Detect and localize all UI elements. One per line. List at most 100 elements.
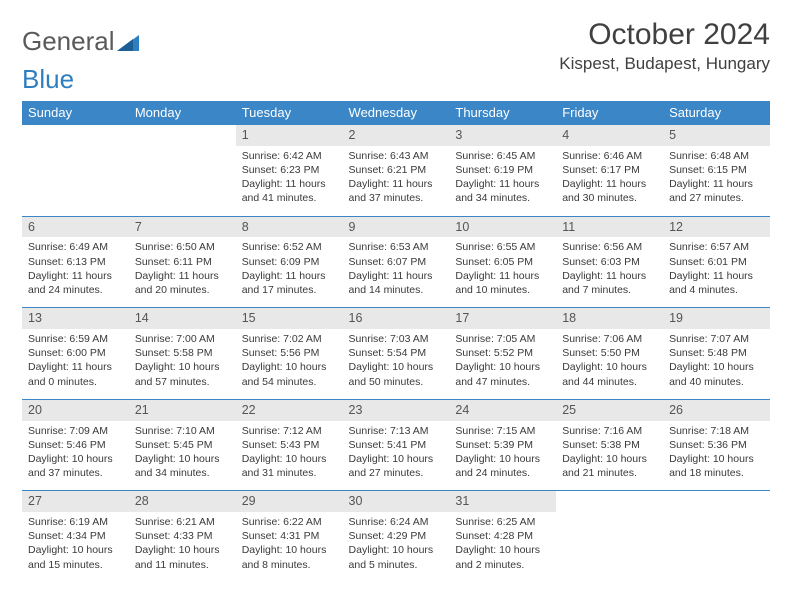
day-body: Sunrise: 7:16 AMSunset: 5:38 PMDaylight:… <box>556 421 663 491</box>
day-body: Sunrise: 6:25 AMSunset: 4:28 PMDaylight:… <box>449 512 556 582</box>
daylight-text: Daylight: 10 hours and 21 minutes. <box>562 452 657 480</box>
sunset-text: Sunset: 6:03 PM <box>562 255 657 269</box>
day-body: Sunrise: 6:52 AMSunset: 6:09 PMDaylight:… <box>236 237 343 307</box>
day-number: 12 <box>663 217 770 238</box>
calendar-day-cell: 27Sunrise: 6:19 AMSunset: 4:34 PMDayligh… <box>22 491 129 582</box>
day-body <box>663 511 770 573</box>
daylight-text: Daylight: 10 hours and 15 minutes. <box>28 543 123 571</box>
daylight-text: Daylight: 11 hours and 27 minutes. <box>669 177 764 205</box>
sunset-text: Sunset: 5:48 PM <box>669 346 764 360</box>
calendar-day-cell: 22Sunrise: 7:12 AMSunset: 5:43 PMDayligh… <box>236 399 343 491</box>
day-body: Sunrise: 6:22 AMSunset: 4:31 PMDaylight:… <box>236 512 343 582</box>
sunset-text: Sunset: 5:50 PM <box>562 346 657 360</box>
day-body: Sunrise: 7:12 AMSunset: 5:43 PMDaylight:… <box>236 421 343 491</box>
day-body: Sunrise: 6:48 AMSunset: 6:15 PMDaylight:… <box>663 146 770 216</box>
calendar-day-cell: 15Sunrise: 7:02 AMSunset: 5:56 PMDayligh… <box>236 308 343 400</box>
sunset-text: Sunset: 6:05 PM <box>455 255 550 269</box>
sunset-text: Sunset: 6:09 PM <box>242 255 337 269</box>
daylight-text: Daylight: 10 hours and 8 minutes. <box>242 543 337 571</box>
calendar-table: Sunday Monday Tuesday Wednesday Thursday… <box>22 101 770 582</box>
calendar-day-cell <box>129 125 236 217</box>
sunrise-text: Sunrise: 6:59 AM <box>28 332 123 346</box>
calendar-day-cell: 1Sunrise: 6:42 AMSunset: 6:23 PMDaylight… <box>236 125 343 217</box>
day-number <box>556 491 663 511</box>
weekday-header: Monday <box>129 101 236 125</box>
day-number: 22 <box>236 400 343 421</box>
weekday-header: Sunday <box>22 101 129 125</box>
calendar-day-cell: 20Sunrise: 7:09 AMSunset: 5:46 PMDayligh… <box>22 399 129 491</box>
daylight-text: Daylight: 11 hours and 17 minutes. <box>242 269 337 297</box>
sunset-text: Sunset: 4:29 PM <box>349 529 444 543</box>
calendar-day-cell: 7Sunrise: 6:50 AMSunset: 6:11 PMDaylight… <box>129 216 236 308</box>
daylight-text: Daylight: 10 hours and 40 minutes. <box>669 360 764 388</box>
sunset-text: Sunset: 6:15 PM <box>669 163 764 177</box>
daylight-text: Daylight: 10 hours and 37 minutes. <box>28 452 123 480</box>
sunrise-text: Sunrise: 7:05 AM <box>455 332 550 346</box>
sunrise-text: Sunrise: 7:07 AM <box>669 332 764 346</box>
sunrise-text: Sunrise: 7:13 AM <box>349 424 444 438</box>
sunset-text: Sunset: 5:38 PM <box>562 438 657 452</box>
day-body <box>22 145 129 207</box>
sunrise-text: Sunrise: 6:45 AM <box>455 149 550 163</box>
sunrise-text: Sunrise: 6:24 AM <box>349 515 444 529</box>
day-number: 31 <box>449 491 556 512</box>
brand-logo: General <box>22 18 139 57</box>
sunset-text: Sunset: 6:07 PM <box>349 255 444 269</box>
day-number: 14 <box>129 308 236 329</box>
calendar-day-cell <box>556 491 663 582</box>
day-number: 13 <box>22 308 129 329</box>
sunrise-text: Sunrise: 7:02 AM <box>242 332 337 346</box>
sunrise-text: Sunrise: 7:09 AM <box>28 424 123 438</box>
day-body: Sunrise: 7:02 AMSunset: 5:56 PMDaylight:… <box>236 329 343 399</box>
sunset-text: Sunset: 5:46 PM <box>28 438 123 452</box>
sunrise-text: Sunrise: 7:15 AM <box>455 424 550 438</box>
day-body: Sunrise: 6:59 AMSunset: 6:00 PMDaylight:… <box>22 329 129 399</box>
daylight-text: Daylight: 11 hours and 41 minutes. <box>242 177 337 205</box>
calendar-day-cell: 19Sunrise: 7:07 AMSunset: 5:48 PMDayligh… <box>663 308 770 400</box>
sunset-text: Sunset: 5:56 PM <box>242 346 337 360</box>
sunset-text: Sunset: 6:21 PM <box>349 163 444 177</box>
sunset-text: Sunset: 6:19 PM <box>455 163 550 177</box>
day-body: Sunrise: 7:15 AMSunset: 5:39 PMDaylight:… <box>449 421 556 491</box>
sunrise-text: Sunrise: 6:50 AM <box>135 240 230 254</box>
calendar-day-cell: 6Sunrise: 6:49 AMSunset: 6:13 PMDaylight… <box>22 216 129 308</box>
calendar-day-cell: 23Sunrise: 7:13 AMSunset: 5:41 PMDayligh… <box>343 399 450 491</box>
calendar-day-cell: 29Sunrise: 6:22 AMSunset: 4:31 PMDayligh… <box>236 491 343 582</box>
calendar-day-cell <box>22 125 129 217</box>
day-body: Sunrise: 6:53 AMSunset: 6:07 PMDaylight:… <box>343 237 450 307</box>
day-body: Sunrise: 7:03 AMSunset: 5:54 PMDaylight:… <box>343 329 450 399</box>
day-body: Sunrise: 6:45 AMSunset: 6:19 PMDaylight:… <box>449 146 556 216</box>
sunset-text: Sunset: 5:36 PM <box>669 438 764 452</box>
day-body: Sunrise: 6:46 AMSunset: 6:17 PMDaylight:… <box>556 146 663 216</box>
sunset-text: Sunset: 4:28 PM <box>455 529 550 543</box>
calendar-day-cell: 9Sunrise: 6:53 AMSunset: 6:07 PMDaylight… <box>343 216 450 308</box>
day-number: 30 <box>343 491 450 512</box>
day-number: 28 <box>129 491 236 512</box>
day-number: 17 <box>449 308 556 329</box>
calendar-day-cell: 30Sunrise: 6:24 AMSunset: 4:29 PMDayligh… <box>343 491 450 582</box>
sunset-text: Sunset: 6:23 PM <box>242 163 337 177</box>
daylight-text: Daylight: 10 hours and 24 minutes. <box>455 452 550 480</box>
sunrise-text: Sunrise: 6:56 AM <box>562 240 657 254</box>
day-number: 24 <box>449 400 556 421</box>
brand-word-1: General <box>22 26 115 57</box>
calendar-day-cell: 14Sunrise: 7:00 AMSunset: 5:58 PMDayligh… <box>129 308 236 400</box>
sunset-text: Sunset: 6:13 PM <box>28 255 123 269</box>
calendar-day-cell: 16Sunrise: 7:03 AMSunset: 5:54 PMDayligh… <box>343 308 450 400</box>
calendar-week-row: 27Sunrise: 6:19 AMSunset: 4:34 PMDayligh… <box>22 491 770 582</box>
calendar-day-cell: 31Sunrise: 6:25 AMSunset: 4:28 PMDayligh… <box>449 491 556 582</box>
sunrise-text: Sunrise: 7:16 AM <box>562 424 657 438</box>
day-body: Sunrise: 7:13 AMSunset: 5:41 PMDaylight:… <box>343 421 450 491</box>
day-number: 21 <box>129 400 236 421</box>
day-body: Sunrise: 6:19 AMSunset: 4:34 PMDaylight:… <box>22 512 129 582</box>
weekday-header: Wednesday <box>343 101 450 125</box>
calendar-week-row: 13Sunrise: 6:59 AMSunset: 6:00 PMDayligh… <box>22 308 770 400</box>
sunset-text: Sunset: 4:34 PM <box>28 529 123 543</box>
sunrise-text: Sunrise: 6:57 AM <box>669 240 764 254</box>
calendar-day-cell: 17Sunrise: 7:05 AMSunset: 5:52 PMDayligh… <box>449 308 556 400</box>
day-number: 6 <box>22 217 129 238</box>
sunrise-text: Sunrise: 6:22 AM <box>242 515 337 529</box>
calendar-day-cell: 18Sunrise: 7:06 AMSunset: 5:50 PMDayligh… <box>556 308 663 400</box>
calendar-week-row: 1Sunrise: 6:42 AMSunset: 6:23 PMDaylight… <box>22 125 770 217</box>
sunrise-text: Sunrise: 6:49 AM <box>28 240 123 254</box>
